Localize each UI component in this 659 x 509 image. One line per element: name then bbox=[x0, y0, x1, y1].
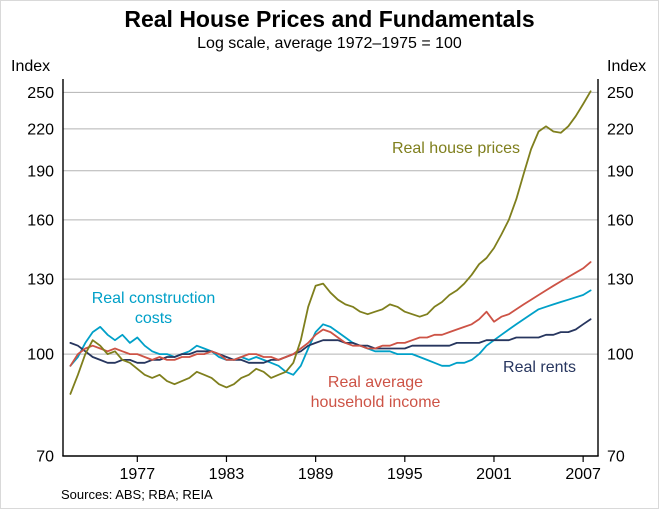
svg-text:220: 220 bbox=[607, 121, 634, 138]
series-label-text-line2: household income bbox=[310, 394, 441, 411]
svg-text:160: 160 bbox=[607, 212, 634, 229]
svg-text:1995: 1995 bbox=[387, 466, 423, 483]
svg-text:1977: 1977 bbox=[120, 466, 156, 483]
svg-text:160: 160 bbox=[27, 212, 54, 229]
svg-text:70: 70 bbox=[607, 449, 625, 466]
y-axis-unit-right: Index bbox=[607, 58, 647, 75]
svg-text:2001: 2001 bbox=[476, 466, 512, 483]
chart-title: Real House Prices and Fundamentals bbox=[124, 6, 535, 32]
series-label-text-line1: Real average bbox=[327, 374, 424, 391]
svg-text:1983: 1983 bbox=[209, 466, 245, 483]
y-axis-unit-left: Index bbox=[11, 58, 51, 75]
series-label-text-line2: costs bbox=[134, 310, 173, 327]
series-label-text-line1: Real construction bbox=[91, 290, 216, 307]
svg-text:250: 250 bbox=[607, 85, 634, 102]
chart-subtitle: Log scale, average 1972–1975 = 100 bbox=[197, 35, 462, 52]
svg-text:70: 70 bbox=[36, 449, 54, 466]
svg-text:2007: 2007 bbox=[565, 466, 601, 483]
series-label-household-income: Real average household income bbox=[263, 373, 488, 413]
svg-text:190: 190 bbox=[27, 163, 54, 180]
svg-text:100: 100 bbox=[607, 347, 634, 364]
sources-note: Sources: ABS; RBA; REIA bbox=[61, 487, 213, 502]
svg-text:190: 190 bbox=[607, 163, 634, 180]
svg-text:100: 100 bbox=[27, 347, 54, 364]
svg-text:130: 130 bbox=[27, 272, 54, 289]
svg-text:220: 220 bbox=[27, 121, 54, 138]
svg-text:1989: 1989 bbox=[298, 466, 334, 483]
svg-text:250: 250 bbox=[27, 85, 54, 102]
series-label-construction-costs: Real construction costs bbox=[61, 289, 246, 329]
series-label-text: Real house prices bbox=[391, 140, 521, 157]
series-label-text: Real rents bbox=[503, 359, 576, 376]
series-label-house-prices: Real house prices bbox=[356, 139, 556, 159]
series-label-rents: Real rents bbox=[477, 358, 602, 378]
svg-text:130: 130 bbox=[607, 272, 634, 289]
